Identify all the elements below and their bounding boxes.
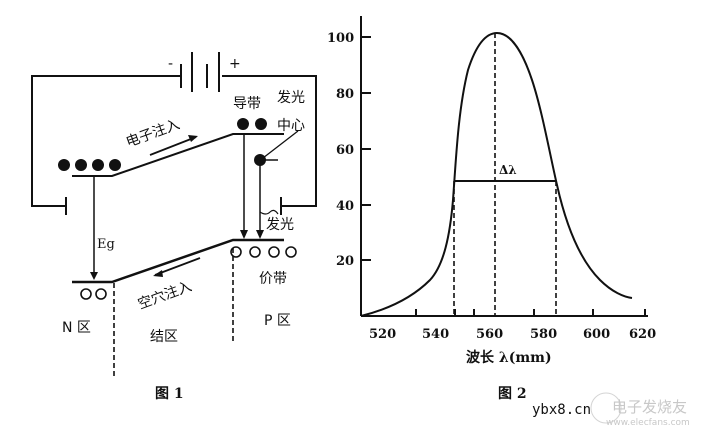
- electron-injection-arrow: [149, 136, 197, 156]
- x-tick-label: 580: [530, 327, 557, 342]
- x-tick-label: 560: [476, 327, 503, 342]
- figure2-chart: 100 80 60 40 20 520 540 560 580 600 620: [327, 16, 656, 342]
- recombination-arrowhead-1: [240, 230, 248, 239]
- electron-dot: [92, 159, 104, 171]
- hole-circle: [230, 246, 242, 258]
- figure1-caption: 图 1: [155, 386, 184, 402]
- figure2-caption: 图 2: [498, 386, 527, 402]
- battery-plus-label: +: [229, 56, 241, 72]
- y-tick-label: 60: [336, 143, 354, 158]
- hole-circle: [268, 246, 280, 258]
- electron-dot: [237, 118, 249, 130]
- luminescence-center-label-2: 中心: [277, 118, 305, 134]
- battery-minus-label: -: [168, 56, 173, 72]
- x-tick-label: 620: [629, 327, 656, 342]
- hole-injection-label: 空穴注入: [136, 279, 194, 313]
- circuit-wire-left: [31, 75, 181, 207]
- luminescence-center-pointer: [262, 130, 299, 159]
- x-ticks: [415, 309, 646, 316]
- y-tick-label: 40: [336, 199, 354, 214]
- x-tick-labels: 520 540 560 580 600 620: [369, 327, 656, 342]
- hole-injection-arrowhead: [153, 270, 163, 277]
- bandgap-label: Eg: [97, 237, 115, 252]
- luminescence-center-dot: [254, 154, 266, 166]
- emission-wavy-line: [259, 209, 279, 215]
- x-tick-label: 520: [369, 327, 396, 342]
- spectrum-curve: [360, 31, 633, 317]
- holes: [80, 246, 297, 300]
- hole-circle: [285, 246, 297, 258]
- luminescence-center-label-1: 发光: [277, 90, 305, 106]
- p-region-label: P 区: [264, 313, 291, 329]
- y-tick-labels: 100 80 60 40 20: [327, 31, 354, 269]
- n-region-label: N 区: [62, 320, 91, 336]
- y-tick-label: 100: [327, 31, 354, 46]
- electron-dot: [109, 159, 121, 171]
- dashed-guides: [453, 33, 557, 316]
- electron-dot: [58, 159, 70, 171]
- conduction-band-line: [72, 133, 284, 177]
- circuit-wire-right: [222, 75, 317, 207]
- delta-lambda-label: Δλ: [499, 163, 517, 177]
- valence-band-label: 价带: [259, 271, 287, 287]
- y-ticks: [361, 36, 371, 261]
- battery-icon: [180, 52, 220, 92]
- electron-injection-arrowhead: [188, 135, 198, 142]
- x-tick-label: 540: [422, 327, 449, 342]
- hole-circle: [249, 246, 261, 258]
- y-tick-label: 20: [336, 254, 354, 269]
- y-tick-label: 80: [336, 87, 354, 102]
- valence-band-line: [72, 238, 284, 284]
- watermark: ybx8.cn 电子发烧友 www.elecfans.com: [532, 392, 690, 428]
- watermark-site: ybx8.cn: [532, 402, 591, 418]
- figure1-band-diagram: [31, 52, 317, 376]
- conduction-band-label: 导带: [233, 96, 261, 112]
- hole-circle: [80, 288, 92, 300]
- recombination-arrowhead-2: [256, 230, 264, 239]
- electron-dot: [75, 159, 87, 171]
- electron-dot: [255, 118, 267, 130]
- x-tick-label: 600: [583, 327, 610, 342]
- figure1-arrowheads: [90, 135, 264, 280]
- watermark-url: www.elecfans.com: [606, 418, 690, 428]
- hole-injection-arrow: [154, 257, 201, 276]
- junction-region-label: 结区: [150, 329, 178, 345]
- watermark-brand: 电子发烧友: [612, 398, 687, 416]
- electrons: [58, 118, 267, 171]
- emission-label: 发光: [266, 217, 294, 233]
- x-axis-label: 波长 λ(mm): [466, 349, 552, 366]
- bandgap-arrowhead: [90, 272, 98, 280]
- hole-circle: [95, 288, 107, 300]
- watermark-logo-icon: [590, 392, 622, 424]
